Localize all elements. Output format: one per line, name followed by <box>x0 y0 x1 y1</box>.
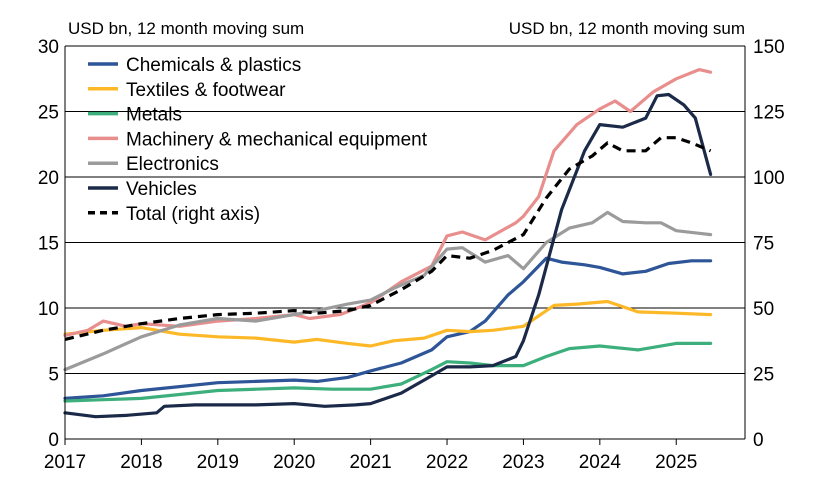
legend-label: Electronics <box>126 154 219 175</box>
y-right-tick-label: 25 <box>753 365 774 386</box>
right-axis-unit-label: USD bn, 12 month moving sum <box>509 19 745 38</box>
y-left-tick-label: 20 <box>38 168 59 189</box>
x-tick-label: 2024 <box>579 452 622 473</box>
series-line <box>64 136 712 341</box>
y-left-tick-label: 5 <box>48 365 59 386</box>
axes <box>64 46 746 445</box>
y-left-tick-label: 10 <box>38 299 59 320</box>
x-tick-label: 2021 <box>349 452 391 473</box>
y-right-tick-label: 50 <box>753 299 774 320</box>
y-right-tick-label: 150 <box>753 37 785 58</box>
x-tick-label: 2018 <box>120 452 162 473</box>
y-left-tick-label: 0 <box>48 430 59 451</box>
series-line <box>63 68 713 338</box>
y-left-tick-label: 30 <box>38 37 59 58</box>
x-tick-label: 2019 <box>197 452 239 473</box>
x-tick-label: 2017 <box>44 452 86 473</box>
y-left-tick-label: 15 <box>38 234 59 255</box>
legend-label: Textiles & footwear <box>126 80 286 101</box>
legend: Chemicals & plastics Textiles & footwear M… <box>88 55 428 225</box>
series-lines <box>63 68 713 419</box>
legend-label: Vehicles <box>126 179 197 200</box>
y-right-tick-label: 75 <box>753 234 774 255</box>
x-tick-label: 2023 <box>502 452 544 473</box>
y-right-tick-label: 125 <box>753 103 785 124</box>
y-right-tick-label: 100 <box>753 168 785 189</box>
left-axis-unit-label: USD bn, 12 month moving sum <box>68 19 304 38</box>
x-tick-label: 2022 <box>426 452 468 473</box>
series-line <box>63 256 713 400</box>
series-line <box>63 341 713 403</box>
series-line <box>63 92 713 419</box>
legend-label: Metals <box>126 105 182 126</box>
legend-label: Machinery & mechanical equipment <box>126 129 428 150</box>
legend-label: Total (right axis) <box>126 204 260 225</box>
gridlines <box>65 45 745 374</box>
series-line <box>63 299 713 348</box>
legend-label: Chemicals & plastics <box>126 55 301 76</box>
series-line <box>63 210 713 372</box>
y-right-tick-label: 0 <box>753 430 764 451</box>
x-tick-label: 2020 <box>273 452 315 473</box>
x-tick-label: 2025 <box>655 452 697 473</box>
y-left-tick-label: 25 <box>38 103 59 124</box>
